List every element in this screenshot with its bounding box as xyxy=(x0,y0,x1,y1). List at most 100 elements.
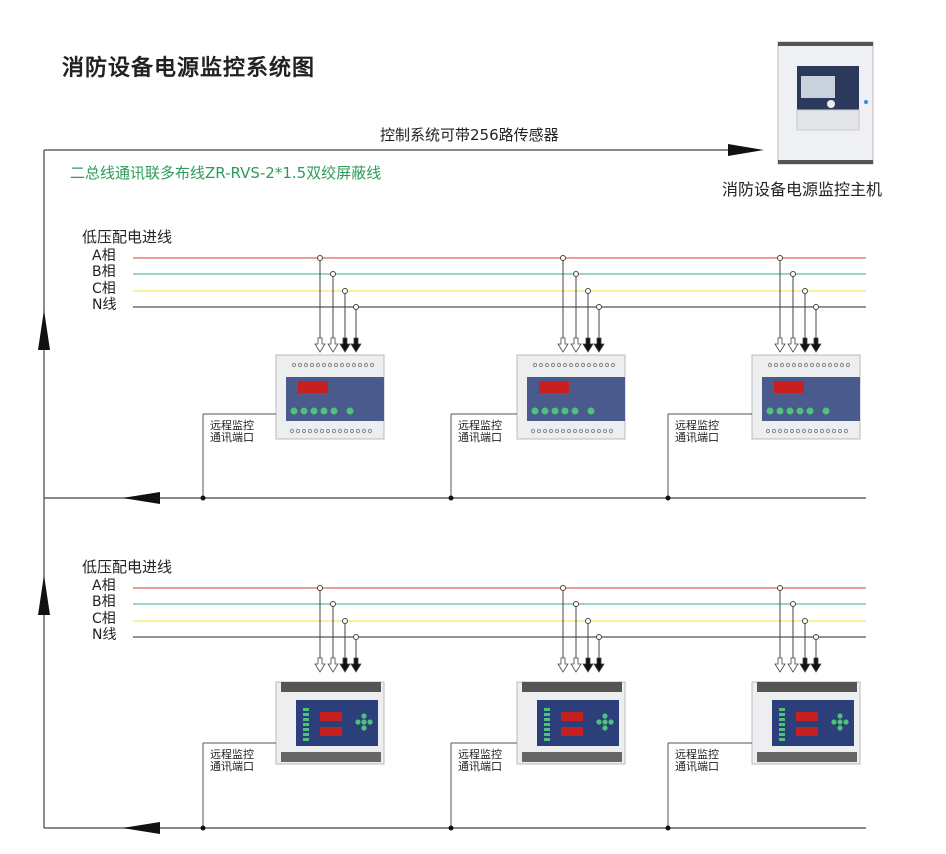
tap-node xyxy=(802,288,808,294)
comm-port-label: 通讯端口 xyxy=(210,431,254,444)
sensor-device xyxy=(275,681,385,765)
arrow-right-icon xyxy=(728,144,764,156)
nav-button xyxy=(843,719,849,725)
terminal xyxy=(313,428,319,434)
comm-port-label: 远程监控 xyxy=(675,748,719,761)
arrow-up-icon xyxy=(38,575,50,615)
tap-node xyxy=(813,304,819,310)
terminal xyxy=(568,362,574,368)
terminal xyxy=(801,428,807,434)
tap-node xyxy=(585,288,591,294)
terminal xyxy=(825,428,831,434)
arrow-up-icon xyxy=(38,310,50,350)
current-display xyxy=(561,727,583,736)
tap-node xyxy=(802,618,808,624)
arrow-down-icon xyxy=(787,657,799,673)
terminal xyxy=(602,428,608,434)
terminal xyxy=(355,428,361,434)
capacity-note: 控制系统可带256路传感器 xyxy=(380,126,559,144)
device-button xyxy=(571,407,579,415)
terminal xyxy=(548,428,554,434)
device-button xyxy=(531,407,539,415)
terminal xyxy=(369,362,375,368)
terminal xyxy=(327,362,333,368)
tap-node xyxy=(353,304,359,310)
nav-button xyxy=(361,725,367,731)
phase-label: B相 xyxy=(92,264,116,280)
device-button xyxy=(346,407,354,415)
terminal xyxy=(367,428,373,434)
nav-button xyxy=(367,719,373,725)
nav-button xyxy=(602,725,608,731)
voltage-display xyxy=(320,712,342,721)
arrow-down-icon xyxy=(327,657,339,673)
terminal xyxy=(797,362,803,368)
arrow-left-icon xyxy=(122,822,160,834)
arrow-down-icon xyxy=(314,337,326,353)
arrow-down-icon xyxy=(787,337,799,353)
terminal xyxy=(827,362,833,368)
status-led xyxy=(544,738,550,741)
terminal xyxy=(319,428,325,434)
terminal xyxy=(845,362,851,368)
terminal xyxy=(831,428,837,434)
nav-button xyxy=(837,719,843,725)
arrow-down-icon xyxy=(582,657,594,673)
status-led xyxy=(544,723,550,726)
status-led xyxy=(779,718,785,721)
arrow-down-icon xyxy=(593,657,605,673)
terminal xyxy=(785,362,791,368)
terminal xyxy=(773,362,779,368)
terminal xyxy=(789,428,795,434)
terminal-strip xyxy=(281,682,381,692)
printer-area xyxy=(796,109,860,131)
terminal xyxy=(604,362,610,368)
terminal xyxy=(783,428,789,434)
section-label: 低压配电进线 xyxy=(82,558,173,576)
status-led xyxy=(544,713,550,716)
terminal xyxy=(550,362,556,368)
arrow-down-icon xyxy=(810,657,822,673)
comm-port-label: 通讯端口 xyxy=(210,760,254,773)
terminal xyxy=(307,428,313,434)
terminal xyxy=(765,428,771,434)
terminal xyxy=(556,362,562,368)
arrow-down-icon xyxy=(327,337,339,353)
bus-junction xyxy=(665,825,671,831)
arrow-down-icon xyxy=(810,337,822,353)
terminal xyxy=(530,428,536,434)
section-label: 低压配电进线 xyxy=(82,228,173,246)
bus-spec-label: 二总线通讯联多布线ZR-RVS-2*1.5双绞屏蔽线 xyxy=(70,164,382,182)
terminal xyxy=(331,428,337,434)
led-display xyxy=(774,381,804,393)
terminal xyxy=(771,428,777,434)
nav-button xyxy=(837,713,843,719)
host-cabinet xyxy=(777,41,874,165)
diagram-title: 消防设备电源监控系统图 xyxy=(62,55,316,81)
device-button xyxy=(776,407,784,415)
terminal xyxy=(586,362,592,368)
cabinet-bottom xyxy=(778,160,873,164)
terminal-strip xyxy=(522,682,622,692)
arrow-down-icon xyxy=(350,657,362,673)
status-led xyxy=(303,713,309,716)
terminal xyxy=(821,362,827,368)
indicator-led xyxy=(864,100,868,104)
terminal-strip xyxy=(757,682,857,692)
arrow-down-icon xyxy=(570,337,582,353)
terminal xyxy=(343,428,349,434)
terminal xyxy=(339,362,345,368)
led-display xyxy=(539,381,569,393)
status-led xyxy=(303,728,309,731)
device-button xyxy=(290,407,298,415)
terminal xyxy=(536,428,542,434)
device-button xyxy=(551,407,559,415)
device-button xyxy=(766,407,774,415)
terminal-strip xyxy=(281,752,381,762)
arrow-down-icon xyxy=(774,337,786,353)
status-led xyxy=(779,733,785,736)
device-button xyxy=(561,407,569,415)
terminal xyxy=(566,428,572,434)
device-button xyxy=(320,407,328,415)
bus-junction xyxy=(665,495,671,501)
